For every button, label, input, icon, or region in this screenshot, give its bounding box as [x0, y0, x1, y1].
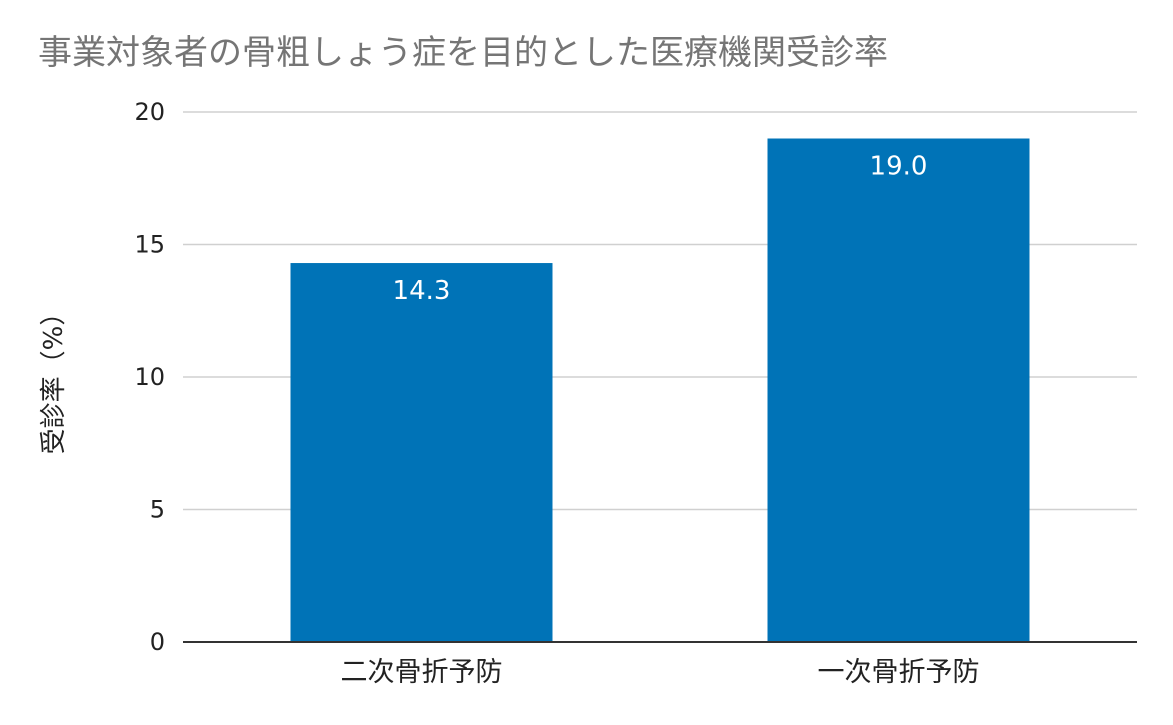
- bar: [767, 138, 1030, 642]
- bars: [290, 138, 1030, 642]
- x-tick-label: 一次骨折予防: [818, 657, 980, 688]
- y-axis-ticks: 0 5 10 15 20: [134, 98, 165, 656]
- bar-value-label: 14.3: [393, 276, 451, 306]
- x-tick-label: 二次骨折予防: [341, 657, 503, 688]
- y-tick-label: 0: [150, 628, 165, 656]
- y-tick-label: 20: [134, 98, 165, 126]
- bar-value-label: 19.0: [870, 152, 928, 182]
- chart-title: 事業対象者の骨粗しょう症を目的とした医療機関受診率: [38, 33, 888, 73]
- y-axis-label: 受診率（%）: [39, 300, 69, 455]
- y-axis-label-group: 受診率（%）: [39, 300, 69, 455]
- y-tick-label: 10: [134, 363, 165, 391]
- x-axis-ticks: 二次骨折予防 一次骨折予防: [341, 657, 980, 688]
- data-labels: 14.3 19.0: [393, 152, 928, 307]
- y-tick-label: 5: [150, 496, 165, 524]
- bar: [290, 263, 553, 642]
- y-tick-label: 15: [134, 231, 165, 259]
